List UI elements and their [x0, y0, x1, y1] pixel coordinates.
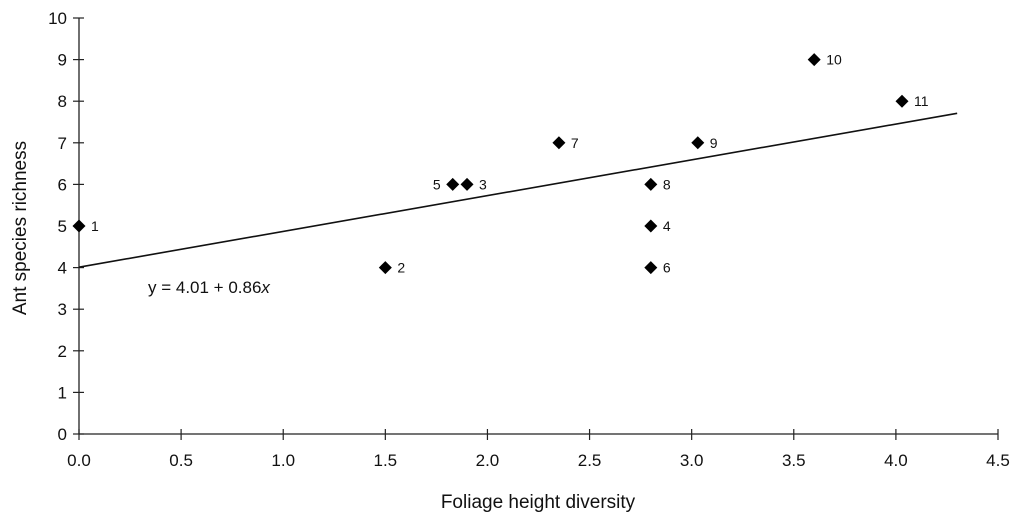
- x-tick-label: 3.0: [680, 451, 704, 470]
- regression-equation: y = 4.01 + 0.86x: [148, 278, 270, 297]
- data-point-11: [895, 94, 909, 108]
- point-label-3: 3: [479, 176, 487, 192]
- regression-line: [78, 112, 958, 268]
- x-tick-label: 4.0: [884, 451, 908, 470]
- y-tick-label: 10: [48, 9, 67, 28]
- regression-layer: [78, 112, 958, 268]
- data-points: 1 2 3 4 5 6 7 8 9 10 11: [72, 52, 929, 276]
- x-tick-label: 3.5: [782, 451, 806, 470]
- equation-variable: x: [260, 278, 270, 297]
- x-tick-label: 1.0: [271, 451, 295, 470]
- y-tick-label: 1: [58, 383, 67, 402]
- data-point-6: [644, 261, 658, 275]
- point-label-10: 10: [826, 52, 842, 68]
- equation-prefix: y = 4.01 + 0.86: [148, 278, 261, 297]
- y-tick-label: 7: [58, 134, 67, 153]
- x-axis-title: Foliage height diversity: [441, 492, 636, 513]
- y-tick-label: 2: [58, 342, 67, 361]
- y-tick-label: 5: [58, 217, 67, 236]
- point-label-6: 6: [663, 260, 671, 276]
- point-label-1: 1: [91, 218, 99, 234]
- x-tick-label: 0.5: [169, 451, 193, 470]
- y-tick-label: 4: [58, 259, 67, 278]
- data-point-10: [807, 53, 821, 67]
- x-tick-label: 2.5: [578, 451, 602, 470]
- point-label-8: 8: [663, 176, 671, 192]
- point-label-11: 11: [914, 93, 929, 109]
- data-point-7: [552, 136, 566, 150]
- y-tick-label: 6: [58, 175, 67, 194]
- data-point-9: [691, 136, 705, 150]
- point-label-7: 7: [571, 135, 579, 151]
- point-label-2: 2: [397, 260, 405, 276]
- x-tick-label: 2.0: [476, 451, 500, 470]
- y-tick-label: 9: [58, 51, 67, 70]
- data-point-5: [446, 177, 460, 191]
- x-tick-label: 1.5: [374, 451, 398, 470]
- point-label-4: 4: [663, 218, 671, 234]
- y-tick-label: 0: [58, 425, 67, 444]
- data-point-4: [644, 219, 658, 233]
- point-label-5: 5: [433, 176, 441, 192]
- data-point-8: [644, 177, 658, 191]
- x-tick-label: 0.0: [67, 451, 91, 470]
- data-point-1: [72, 219, 86, 233]
- x-tick-label: 4.5: [986, 451, 1010, 470]
- y-tick-label: 3: [58, 300, 67, 319]
- y-axis-title: Ant species richness: [10, 141, 31, 315]
- axes: 0 1 2 3 4 5 6 7 8 9 10 0.0 0.5 1.0 1.5 2.0 2.5 3.0 3.5 4.0 4…: [48, 9, 1010, 470]
- y-tick-label: 8: [58, 92, 67, 111]
- point-label-9: 9: [710, 135, 718, 151]
- data-point-2: [378, 261, 392, 275]
- data-point-3: [460, 177, 474, 191]
